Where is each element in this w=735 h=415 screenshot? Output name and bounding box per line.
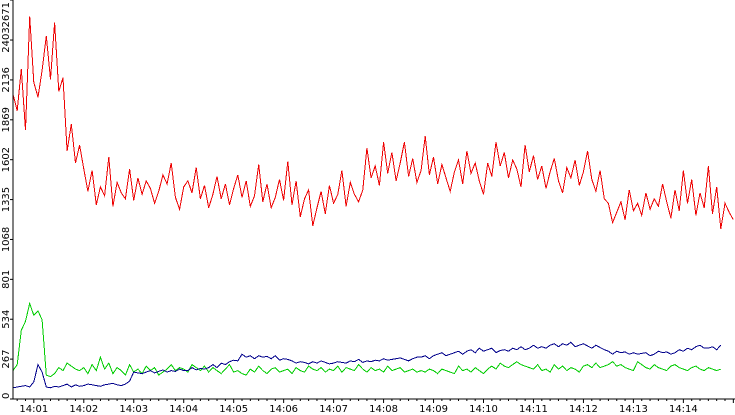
y-tick-label: 1869 bbox=[1, 107, 12, 132]
y-tick-label: 2671 bbox=[1, 2, 12, 27]
x-tick-label: 14:08 bbox=[369, 404, 398, 415]
x-tick-label: 14:01 bbox=[19, 404, 48, 415]
y-tick-label: 0 bbox=[1, 393, 12, 399]
y-tick-label: 2403 bbox=[1, 27, 12, 52]
x-tick-label: 14:12 bbox=[569, 404, 598, 415]
x-tick-label: 14:05 bbox=[219, 404, 248, 415]
y-tick-label: 1602 bbox=[1, 147, 12, 172]
x-tick-label: 14:03 bbox=[119, 404, 148, 415]
x-tick-label: 14:04 bbox=[169, 404, 198, 415]
series-line-2 bbox=[12, 301, 721, 378]
x-tick-label: 14:07 bbox=[319, 404, 348, 415]
y-tick-label: 2136 bbox=[1, 67, 12, 92]
y-tick-label: 534 bbox=[1, 310, 12, 329]
x-tick-label: 14:13 bbox=[619, 404, 648, 415]
x-tick-label: 14:14 bbox=[669, 404, 698, 415]
x-tick-label: 14:06 bbox=[269, 404, 298, 415]
x-tick-label: 14:11 bbox=[519, 404, 548, 415]
y-tick-label: 1068 bbox=[1, 227, 12, 252]
x-tick-label: 14:02 bbox=[69, 404, 98, 415]
y-tick-label: 1335 bbox=[1, 187, 12, 212]
series-line-3 bbox=[12, 341, 722, 389]
x-tick-label: 14:10 bbox=[469, 404, 498, 415]
y-tick-label: 801 bbox=[1, 270, 12, 289]
x-tick-labels: 14:01 14:02 14:03 14:04 14:05 14:06 14:07 14:08… bbox=[16, 399, 734, 415]
y-tick-label: 267 bbox=[1, 350, 12, 369]
axis-layer bbox=[12, 0, 735, 400]
series-line-1 bbox=[12, 16, 734, 229]
series-layer bbox=[12, 16, 734, 389]
x-tick-label: 14:09 bbox=[419, 404, 448, 415]
